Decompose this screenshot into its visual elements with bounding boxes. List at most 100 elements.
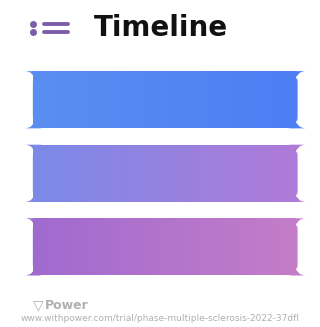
- FancyBboxPatch shape: [250, 145, 252, 202]
- FancyBboxPatch shape: [194, 145, 196, 202]
- FancyBboxPatch shape: [61, 71, 63, 129]
- FancyBboxPatch shape: [192, 145, 194, 202]
- FancyBboxPatch shape: [241, 71, 243, 129]
- FancyBboxPatch shape: [178, 218, 180, 275]
- FancyBboxPatch shape: [230, 218, 233, 275]
- FancyBboxPatch shape: [126, 71, 128, 129]
- FancyBboxPatch shape: [285, 145, 287, 202]
- FancyBboxPatch shape: [59, 71, 61, 129]
- FancyBboxPatch shape: [40, 71, 42, 129]
- FancyBboxPatch shape: [230, 71, 233, 129]
- FancyBboxPatch shape: [236, 71, 238, 129]
- FancyBboxPatch shape: [63, 145, 65, 202]
- FancyBboxPatch shape: [291, 218, 292, 275]
- FancyBboxPatch shape: [195, 145, 197, 202]
- FancyBboxPatch shape: [241, 145, 243, 202]
- FancyBboxPatch shape: [171, 218, 172, 275]
- FancyBboxPatch shape: [273, 218, 275, 275]
- FancyBboxPatch shape: [116, 71, 118, 129]
- FancyBboxPatch shape: [139, 145, 141, 202]
- FancyBboxPatch shape: [98, 145, 100, 202]
- FancyBboxPatch shape: [292, 71, 294, 129]
- FancyBboxPatch shape: [160, 71, 162, 129]
- FancyBboxPatch shape: [130, 71, 132, 129]
- FancyBboxPatch shape: [287, 145, 306, 202]
- FancyBboxPatch shape: [287, 145, 289, 202]
- FancyBboxPatch shape: [142, 145, 144, 202]
- FancyBboxPatch shape: [45, 145, 47, 202]
- FancyBboxPatch shape: [93, 218, 95, 275]
- FancyBboxPatch shape: [255, 71, 257, 129]
- FancyBboxPatch shape: [253, 145, 256, 202]
- FancyBboxPatch shape: [124, 145, 127, 202]
- FancyBboxPatch shape: [124, 71, 127, 129]
- FancyBboxPatch shape: [107, 71, 109, 129]
- FancyBboxPatch shape: [142, 71, 144, 129]
- FancyBboxPatch shape: [294, 145, 296, 202]
- FancyBboxPatch shape: [215, 71, 217, 129]
- FancyBboxPatch shape: [47, 145, 49, 202]
- FancyBboxPatch shape: [153, 145, 155, 202]
- FancyBboxPatch shape: [280, 218, 282, 275]
- FancyBboxPatch shape: [164, 218, 165, 275]
- FancyBboxPatch shape: [96, 145, 99, 202]
- FancyBboxPatch shape: [107, 218, 109, 275]
- Text: Varies: Varies: [239, 166, 284, 181]
- FancyBboxPatch shape: [260, 71, 263, 129]
- FancyBboxPatch shape: [49, 71, 51, 129]
- FancyBboxPatch shape: [116, 218, 118, 275]
- FancyBboxPatch shape: [204, 218, 206, 275]
- FancyBboxPatch shape: [246, 218, 249, 275]
- FancyBboxPatch shape: [289, 71, 291, 129]
- FancyBboxPatch shape: [179, 145, 181, 202]
- FancyBboxPatch shape: [158, 71, 160, 129]
- FancyBboxPatch shape: [61, 145, 63, 202]
- FancyBboxPatch shape: [248, 218, 250, 275]
- FancyBboxPatch shape: [79, 145, 81, 202]
- FancyBboxPatch shape: [260, 145, 263, 202]
- FancyBboxPatch shape: [140, 218, 143, 275]
- FancyBboxPatch shape: [88, 71, 90, 129]
- FancyBboxPatch shape: [77, 71, 79, 129]
- FancyBboxPatch shape: [117, 145, 120, 202]
- FancyBboxPatch shape: [174, 218, 176, 275]
- FancyBboxPatch shape: [172, 145, 174, 202]
- FancyBboxPatch shape: [156, 218, 158, 275]
- FancyBboxPatch shape: [133, 218, 136, 275]
- FancyBboxPatch shape: [130, 218, 132, 275]
- FancyBboxPatch shape: [153, 218, 155, 275]
- FancyBboxPatch shape: [208, 71, 210, 129]
- FancyBboxPatch shape: [287, 71, 289, 129]
- FancyBboxPatch shape: [158, 218, 160, 275]
- FancyBboxPatch shape: [183, 218, 185, 275]
- FancyBboxPatch shape: [282, 218, 284, 275]
- FancyBboxPatch shape: [133, 71, 136, 129]
- FancyBboxPatch shape: [133, 145, 136, 202]
- FancyBboxPatch shape: [56, 218, 58, 275]
- FancyBboxPatch shape: [144, 71, 146, 129]
- FancyBboxPatch shape: [98, 71, 100, 129]
- FancyBboxPatch shape: [54, 71, 56, 129]
- FancyBboxPatch shape: [201, 218, 203, 275]
- FancyBboxPatch shape: [216, 218, 219, 275]
- FancyBboxPatch shape: [153, 71, 155, 129]
- FancyBboxPatch shape: [117, 71, 120, 129]
- FancyBboxPatch shape: [139, 71, 141, 129]
- FancyBboxPatch shape: [181, 145, 183, 202]
- FancyBboxPatch shape: [114, 218, 116, 275]
- FancyBboxPatch shape: [227, 145, 229, 202]
- FancyBboxPatch shape: [81, 71, 83, 129]
- FancyBboxPatch shape: [223, 218, 226, 275]
- FancyBboxPatch shape: [209, 145, 212, 202]
- FancyBboxPatch shape: [185, 218, 187, 275]
- FancyBboxPatch shape: [66, 145, 68, 202]
- FancyBboxPatch shape: [126, 145, 128, 202]
- FancyBboxPatch shape: [144, 218, 146, 275]
- FancyBboxPatch shape: [151, 145, 153, 202]
- FancyBboxPatch shape: [79, 71, 81, 129]
- FancyBboxPatch shape: [174, 145, 176, 202]
- FancyBboxPatch shape: [220, 145, 222, 202]
- FancyBboxPatch shape: [186, 71, 188, 129]
- FancyBboxPatch shape: [165, 145, 167, 202]
- FancyBboxPatch shape: [42, 145, 44, 202]
